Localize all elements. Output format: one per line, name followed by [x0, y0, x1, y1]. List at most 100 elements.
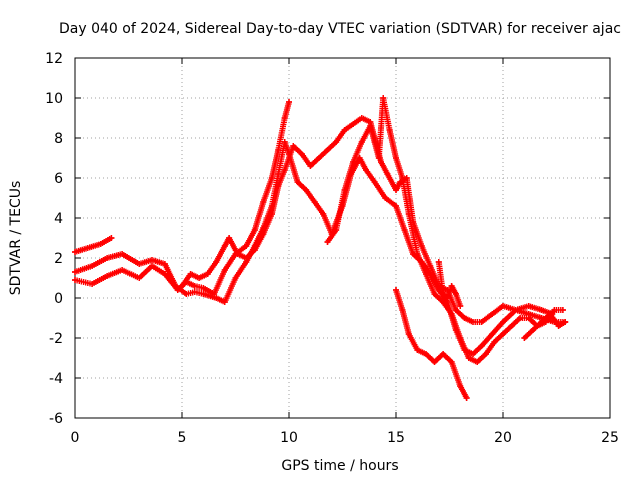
data-point — [161, 261, 168, 267]
y-tick-label: 12 — [45, 51, 63, 67]
data-point — [384, 171, 391, 177]
data-point — [324, 239, 331, 245]
series-markers — [72, 235, 115, 255]
data-point — [260, 231, 267, 237]
data-point — [333, 139, 340, 145]
data-point — [559, 307, 566, 313]
y-tick-label: -4 — [49, 371, 63, 387]
data-point — [375, 155, 382, 161]
data-point — [482, 351, 489, 357]
series-markers — [179, 115, 556, 325]
x-axis-label: GPS time / hours — [281, 458, 398, 474]
data-point — [500, 319, 506, 325]
y-tick-label: 0 — [54, 291, 63, 307]
data-point — [341, 187, 348, 193]
data-point — [275, 183, 282, 189]
data-point — [457, 335, 464, 341]
data-point — [491, 339, 498, 345]
data-point — [104, 273, 111, 279]
data-point — [187, 271, 194, 277]
data-point — [298, 151, 305, 157]
data-point — [512, 307, 519, 313]
data-point — [174, 287, 181, 293]
data-point — [275, 147, 282, 153]
data-point — [89, 263, 96, 269]
data-point — [104, 255, 111, 261]
data-series — [72, 95, 569, 401]
data-point — [380, 95, 387, 101]
data-point — [448, 311, 455, 317]
data-point — [204, 271, 211, 277]
data-point — [320, 211, 327, 217]
data-point — [268, 175, 275, 181]
data-point — [461, 315, 468, 321]
data-point — [234, 251, 241, 257]
data-point — [525, 315, 532, 321]
data-point — [401, 227, 408, 233]
data-point — [221, 243, 228, 249]
data-point — [268, 211, 275, 217]
data-point — [551, 307, 558, 313]
series-markers — [324, 95, 566, 365]
plot-frame — [74, 57, 611, 419]
data-point — [371, 179, 378, 185]
data-point — [457, 383, 464, 389]
data-point — [478, 319, 485, 325]
data-point — [324, 147, 331, 153]
data-point — [465, 355, 472, 361]
data-point — [221, 267, 228, 273]
data-point — [294, 179, 301, 185]
data-point — [405, 211, 412, 217]
data-point — [452, 307, 459, 313]
data-point — [405, 331, 412, 337]
data-point — [435, 259, 442, 265]
data-point — [311, 199, 318, 205]
x-tick-label: 15 — [387, 430, 405, 446]
data-point — [363, 167, 369, 173]
series-track-5 — [324, 95, 566, 365]
data-point — [136, 275, 143, 281]
data-point — [72, 269, 78, 275]
data-point — [508, 323, 515, 329]
data-point — [399, 175, 406, 181]
data-point — [440, 291, 447, 297]
data-point — [517, 315, 524, 321]
y-tick-label: 4 — [54, 211, 63, 227]
y-tick-label: 10 — [45, 91, 63, 107]
data-point — [119, 267, 126, 273]
chart-title: Day 040 of 2024, Sidereal Day-to-day VTE… — [59, 21, 621, 37]
data-point — [290, 143, 297, 149]
data-point — [243, 255, 250, 261]
data-point — [489, 311, 496, 317]
x-tick-labels: 0 5 10 15 20 25 — [71, 430, 619, 446]
data-point — [530, 327, 536, 333]
data-point — [418, 243, 425, 249]
data-point — [414, 251, 421, 257]
y-tick-label: 8 — [54, 131, 63, 147]
data-point — [191, 283, 198, 289]
data-point — [251, 247, 258, 253]
data-point — [358, 139, 365, 145]
data-point — [448, 359, 455, 365]
data-point — [470, 351, 476, 357]
data-point — [478, 343, 485, 349]
data-point — [393, 187, 399, 193]
data-point — [500, 303, 506, 309]
data-point — [281, 115, 288, 121]
x-tick-label: 0 — [71, 430, 80, 446]
data-point — [538, 319, 545, 325]
data-point — [89, 281, 96, 287]
data-point — [350, 121, 357, 127]
data-point — [382, 195, 389, 201]
data-point — [108, 235, 115, 241]
data-point — [72, 277, 78, 283]
data-point — [350, 159, 357, 165]
data-point — [562, 319, 569, 325]
series-track-7 — [435, 259, 464, 309]
x-tick-label: 10 — [280, 430, 298, 446]
series-track-8 — [521, 311, 569, 341]
data-point — [386, 127, 393, 133]
series-track-4 — [179, 115, 556, 325]
data-point — [226, 235, 233, 241]
data-point — [316, 155, 322, 161]
